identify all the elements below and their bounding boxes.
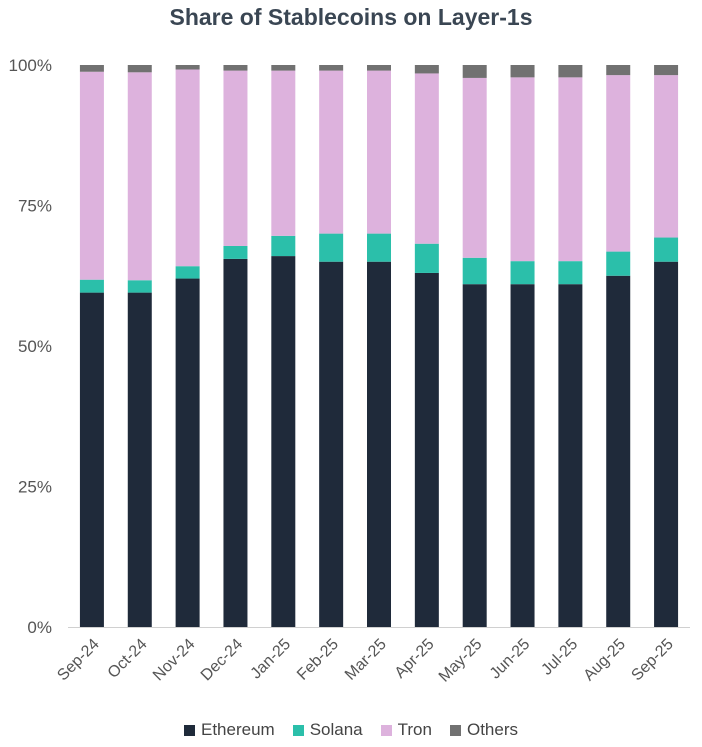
x-tick-label: Nov-24	[150, 636, 199, 685]
x-tick-label: Dec-24	[198, 636, 247, 685]
bar-solana	[462, 257, 487, 285]
bar-others	[462, 65, 487, 78]
bar-tron	[271, 70, 296, 236]
x-tick-label: Sep-25	[628, 636, 677, 685]
bar-ethereum	[79, 292, 104, 627]
y-tick-label: 50%	[18, 337, 52, 356]
bar-others	[558, 65, 583, 78]
bar-solana	[319, 233, 344, 262]
bar-tron	[414, 73, 439, 244]
bar-others	[319, 65, 344, 71]
y-tick-label: 0%	[27, 618, 52, 637]
bar-tron	[319, 70, 344, 234]
bar-solana	[223, 245, 248, 259]
bar-others	[510, 65, 535, 78]
x-tick-label: Jan-25	[248, 636, 295, 683]
x-tick-label: Oct-24	[105, 636, 151, 682]
legend-item: Others	[449, 720, 518, 740]
x-tick-label: Jul-25	[538, 636, 581, 679]
y-tick-label: 75%	[18, 197, 52, 216]
bar-ethereum	[414, 272, 439, 627]
x-tick-label: Jun-25	[487, 636, 534, 683]
bar-others	[223, 65, 248, 71]
bar-solana	[175, 266, 200, 279]
bar-others	[271, 65, 296, 71]
bar-others	[127, 65, 152, 73]
bar-ethereum	[271, 256, 296, 627]
legend-label: Others	[466, 720, 518, 739]
bar-tron	[606, 75, 631, 252]
legend-label: Solana	[309, 720, 363, 739]
bar-ethereum	[127, 292, 152, 627]
bar-others	[654, 65, 679, 76]
x-tick-label: Mar-25	[342, 636, 390, 684]
bar-solana	[414, 243, 439, 273]
bar-solana	[79, 279, 104, 293]
x-tick-label: Aug-25	[581, 636, 630, 685]
bar-ethereum	[367, 261, 391, 627]
bar-others	[367, 65, 391, 71]
bar-solana	[654, 237, 679, 262]
bar-tron	[175, 69, 200, 267]
bar-ethereum	[175, 278, 200, 627]
bar-tron	[223, 70, 248, 246]
bar-solana	[510, 261, 535, 285]
bar-ethereum	[606, 275, 631, 627]
legend-swatch	[380, 724, 392, 736]
x-tick-label: Sep-24	[54, 636, 103, 685]
bar-solana	[367, 233, 391, 262]
legend-swatch	[184, 724, 195, 736]
bar-tron	[79, 71, 104, 280]
legend-item: Solana	[292, 720, 363, 740]
legend-item: Tron	[380, 720, 432, 740]
legend: Ethereum Solana Tron Others	[0, 720, 702, 740]
bar-others	[414, 65, 439, 74]
legend-label: Tron	[397, 720, 432, 739]
bar-solana	[271, 235, 296, 257]
bar-tron	[558, 77, 583, 262]
bar-solana	[127, 280, 152, 293]
bar-ethereum	[462, 284, 487, 627]
bar-others	[175, 65, 200, 70]
bar-tron	[127, 72, 152, 281]
bar-solana	[558, 261, 583, 285]
bar-solana	[606, 251, 631, 276]
x-tick-label: Feb-25	[294, 636, 342, 684]
bar-ethereum	[319, 261, 344, 627]
bar-others	[606, 65, 631, 76]
bar-tron	[462, 77, 487, 258]
x-tick-label: Apr-25	[392, 636, 438, 682]
bar-tron	[367, 70, 391, 234]
y-tick-label: 25%	[18, 478, 52, 497]
bar-tron	[510, 77, 535, 262]
legend-label: Ethereum	[201, 720, 275, 739]
bar-others	[79, 65, 104, 72]
legend-swatch	[292, 724, 304, 736]
chart-title: Share of Stablecoins on Layer-1s	[169, 4, 533, 30]
bar-ethereum	[510, 284, 535, 627]
x-tick-label: May-25	[436, 636, 486, 686]
bar-tron	[654, 75, 679, 238]
bar-ethereum	[558, 284, 583, 627]
bar-ethereum	[223, 258, 248, 627]
y-tick-label: 100%	[9, 56, 52, 75]
bar-ethereum	[654, 261, 679, 627]
legend-item: Ethereum	[184, 720, 275, 740]
legend-swatch	[449, 724, 461, 736]
